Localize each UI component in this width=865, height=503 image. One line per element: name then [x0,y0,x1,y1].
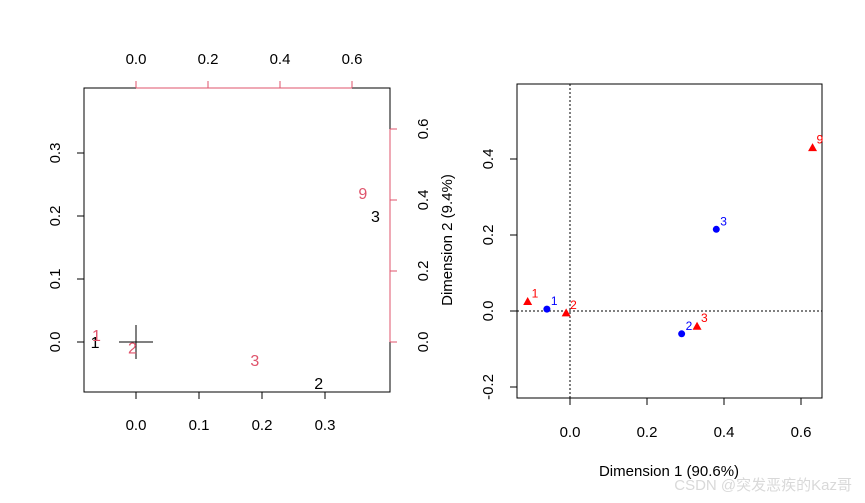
point-label: 2 [128,340,137,357]
right-y-axis: -0.2 0.0 0.2 0.4 [480,149,518,400]
right-x-tick-label: 0.4 [714,424,735,441]
right-point-label: 9 [817,133,824,147]
point-label: 2 [314,376,323,393]
left-x-axis: 0.0 0.1 0.2 0.3 [126,391,336,434]
red-triangle-marker [523,297,533,305]
left-biplot: 0.0 0.1 0.2 0.3 0.0 0.1 0.2 0.3 0.0 0.2 0.4 0.6 0… [47,51,456,434]
left-y-axis: 0.0 0.1 0.2 0.3 [47,143,84,353]
left-top-tick-label: 0.0 [126,51,147,68]
left-x-tick-label: 0.2 [252,417,273,434]
right-point-label: 3 [701,311,708,325]
right-y-tick-label: 0.2 [480,225,497,246]
right-y-tick-label: 0.4 [480,149,497,170]
right-y-tick-label: 0.0 [480,301,497,322]
left-right-axis: 0.0 0.2 0.4 0.6 [389,119,432,353]
right-point-label: 2 [686,319,693,333]
right-x-axis: 0.0 0.2 0.4 0.6 [560,397,812,441]
point-label: 3 [371,209,380,226]
left-x-tick-label: 0.3 [315,417,336,434]
left-right-tick-label: 0.4 [415,190,432,211]
left-x-tick-label: 0.1 [189,417,210,434]
left-right-axis-label: Dimension 2 (9.4%) [439,174,456,306]
left-y-tick-label: 0.2 [47,206,64,227]
right-x-tick-label: 0.6 [791,424,812,441]
right-point-label: 3 [720,214,727,228]
point-label: 1 [92,328,101,345]
left-top-tick-label: 0.4 [270,51,291,68]
left-y-tick-label: 0.3 [47,143,64,164]
right-scatter-plot: 0.0 0.2 0.4 0.6 -0.2 0.0 0.2 0.4 Dimension 1 (… [480,83,824,480]
left-right-tick-label: 0.6 [415,119,432,140]
point-label: 3 [250,353,259,370]
right-x-tick-label: 0.2 [637,424,658,441]
right-y-tick-label: -0.2 [480,374,497,400]
left-y-tick-label: 0.0 [47,332,64,353]
left-top-tick-label: 0.2 [198,51,219,68]
right-x-tick-label: 0.0 [560,424,581,441]
red-triangle-marker [561,308,571,317]
point-label: 1 [91,335,100,352]
right-plot-frame [516,83,823,399]
left-x-tick-label: 0.0 [126,417,147,434]
right-point-label: 2 [570,298,577,312]
red-triangle-marker [692,321,702,330]
left-top-tick-label: 0.6 [342,51,363,68]
reference-lines [517,84,822,398]
red-triangle-marker [808,143,818,152]
right-point-label: 1 [532,287,539,301]
blue-point-marker [678,330,686,338]
right-x-axis-label: Dimension 1 (90.6%) [599,463,739,480]
origin-cross-marker [119,325,153,359]
point-label: 9 [358,186,367,203]
left-y-tick-label: 0.1 [47,269,64,290]
left-top-axis: 0.0 0.2 0.4 0.6 [126,51,363,89]
blue-point-marker [712,225,720,233]
right-point-label: 1 [551,294,558,308]
blue-point-marker [543,305,551,313]
left-right-tick-label: 0.2 [415,261,432,282]
watermark: CSDN @突发恶疾的Kaz哥 [674,477,852,494]
left-right-tick-label: 0.0 [415,332,432,353]
